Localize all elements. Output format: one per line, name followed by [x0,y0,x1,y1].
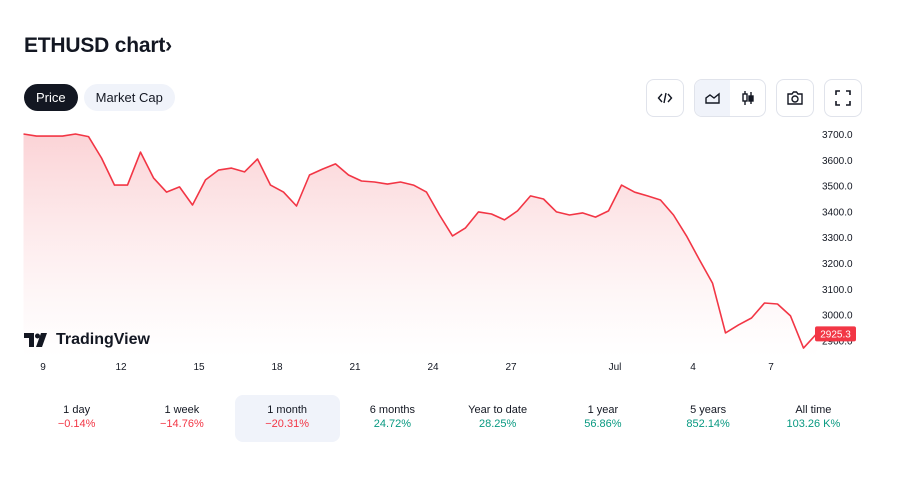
area-style-button[interactable] [695,80,730,116]
fullscreen-button[interactable] [824,79,862,117]
camera-icon [787,91,803,105]
tab-price[interactable]: Price [24,84,78,111]
period-change: −0.14% [57,418,96,430]
period-label: Year to date [468,404,528,416]
candles-style-button[interactable] [730,80,765,116]
period-change: −20.31% [265,418,309,430]
period-6-months[interactable]: 6 months 24.72% [340,395,445,442]
x-tick-label: 7 [768,362,774,373]
y-tick-label: 3100.0 [822,285,853,296]
last-price-label: 2925.3 [815,326,856,342]
y-tick-label: 3600.0 [822,156,853,167]
period-change: 28.25% [478,418,517,430]
period-label: All time [795,404,832,416]
area-chart-icon [704,92,720,104]
period-1-year[interactable]: 1 year 56.86% [550,395,655,442]
period-5-years[interactable]: 5 years 852.14% [656,395,761,442]
y-tick-label: 3300.0 [822,233,853,244]
x-tick-label: Jul [609,362,622,373]
y-tick-label: 3700.0 [822,130,853,141]
period-change: 103.26 K% [786,418,841,430]
y-tick-label: 2900.0 [822,336,853,347]
period-change: −14.76% [160,418,204,430]
tab-market-cap[interactable]: Market Cap [83,84,175,111]
embed-code-icon [657,92,673,104]
period-1-month[interactable]: 1 month −20.31% [234,395,340,442]
period-change: 56.86% [584,418,622,430]
period-all-time[interactable]: All time 103.26 K% [761,395,866,442]
x-axis: 9 12 15 18 21 24 27 Jul 4 7 [40,362,774,373]
x-tick-label: 24 [427,362,439,373]
chevron-right-icon: › [165,34,172,57]
y-tick-label: 3200.0 [822,259,853,270]
y-tick-label: 3500.0 [822,182,853,193]
fullscreen-icon [835,90,851,106]
x-tick-label: 15 [193,362,205,373]
price-chart[interactable]: 3700.0 3600.0 3500.0 3400.0 3300.0 3200.0 3100… [0,125,900,375]
period-1-day[interactable]: 1 day −0.14% [24,395,129,442]
y-tick-label: 3400.0 [822,207,853,218]
tradingview-logo-icon [24,333,47,347]
snapshot-button[interactable] [776,79,814,117]
x-tick-label: 18 [271,362,283,373]
period-year-to-date[interactable]: Year to date 28.25% [445,395,550,442]
chart-style-group [694,79,766,117]
chart-title-link[interactable]: ETHUSD chart› [24,34,172,58]
logo-text: TradingView [56,331,150,348]
period-label: 1 month [267,404,307,416]
period-label: 5 years [690,404,727,416]
last-price-text: 2925.3 [820,329,851,340]
page-title: ETHUSD chart [24,34,166,57]
x-tick-label: 27 [505,362,517,373]
x-tick-label: 21 [349,362,361,373]
y-axis: 3700.0 3600.0 3500.0 3400.0 3300.0 3200.0 3100… [822,130,853,347]
period-change: 852.14% [686,418,730,430]
x-tick-label: 4 [690,362,696,373]
x-tick-label: 12 [115,362,127,373]
tradingview-logo[interactable]: TradingView [24,331,150,349]
period-change: 24.72% [373,418,412,430]
period-1-week[interactable]: 1 week −14.76% [129,395,234,442]
period-label: 6 months [369,404,415,416]
x-tick-label: 9 [40,362,46,373]
candlestick-icon [741,91,754,105]
price-line [23,133,818,349]
chart-toolbar [646,79,862,117]
embed-button[interactable] [646,79,684,117]
period-label: 1 day [63,404,91,416]
chart-type-tabs: Price Market Cap [24,84,175,111]
period-label: 1 year [587,404,619,416]
period-selector: 1 day −0.14% 1 week −14.76% 1 month −20.31% 6 … [24,395,866,442]
y-tick-label: 3000.0 [822,311,853,322]
period-label: 1 week [164,404,200,416]
price-area-fill [23,134,817,357]
